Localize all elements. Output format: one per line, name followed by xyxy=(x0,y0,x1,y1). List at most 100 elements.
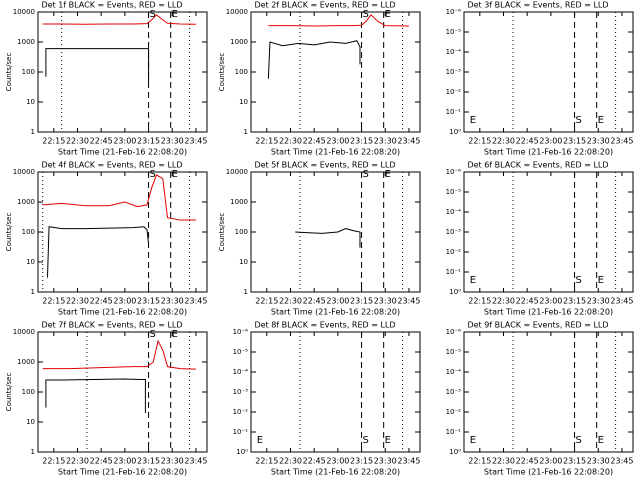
marker-label: S xyxy=(576,435,582,446)
marker-label: S xyxy=(576,115,582,126)
x-tick-label: 23:00 xyxy=(539,137,562,146)
y-tick-label: 1 xyxy=(31,448,35,456)
plot-frame xyxy=(463,331,634,453)
y-tick-label: 100 xyxy=(22,388,35,396)
y-tick-label: 10 xyxy=(239,98,248,106)
y-tick-label: 10⁻¹ xyxy=(233,428,249,436)
y-tick-label: 10⁻² xyxy=(446,408,462,416)
panel-title: Det 5f BLACK = Events, RED = LLD xyxy=(254,161,395,170)
y-tick-label: 10000 xyxy=(226,168,248,176)
y-tick-label: 1000 xyxy=(17,198,35,206)
x-tick-label: 22:30 xyxy=(279,297,302,306)
y-axis-label: Counts/sec xyxy=(5,213,13,252)
y-tick-label: 10⁻⁶ xyxy=(446,168,462,176)
marker-label: E xyxy=(385,9,391,20)
marker-label: E xyxy=(172,9,178,20)
marker-label: E xyxy=(172,169,178,180)
data-line xyxy=(42,14,196,25)
y-tick-label: 10⁻⁴ xyxy=(446,368,462,376)
x-tick-label: 23:15 xyxy=(137,297,160,306)
y-tick-label: 10⁻³ xyxy=(446,388,462,396)
x-tick-label: 22:45 xyxy=(90,137,113,146)
x-tick-label: 22:15 xyxy=(255,137,278,146)
x-tick-label: 22:15 xyxy=(42,137,65,146)
marker-label: E xyxy=(385,435,391,446)
y-tick-label: 1 xyxy=(244,288,248,296)
x-axis-label: Start Time (21-Feb-16 22:08:20) xyxy=(58,148,187,157)
plot-frame xyxy=(250,331,421,453)
y-tick-label: 10⁻¹ xyxy=(446,428,462,436)
x-tick-label: 23:30 xyxy=(161,137,184,146)
y-tick-label: 10⁻⁶ xyxy=(446,8,462,16)
marker-label: S xyxy=(150,169,156,180)
x-tick-label: 22:30 xyxy=(66,457,89,466)
y-tick-label: 10 xyxy=(26,98,35,106)
data-line xyxy=(295,228,361,248)
y-tick-label: 10⁻¹ xyxy=(446,108,462,116)
x-axis-label: Start Time (21-Feb-16 22:08:20) xyxy=(484,148,613,157)
x-tick-label: 23:45 xyxy=(397,137,420,146)
marker-label: E xyxy=(470,275,476,286)
x-tick-label: 22:15 xyxy=(42,297,65,306)
y-tick-label: 10 xyxy=(26,418,35,426)
y-tick-label: 10⁰ xyxy=(449,448,461,456)
data-line xyxy=(46,226,150,278)
y-tick-label: 10⁻⁵ xyxy=(446,188,462,196)
panel-title: Det 9f BLACK = Events, RED = LLD xyxy=(467,321,608,330)
y-tick-label: 10⁻⁴ xyxy=(446,208,462,216)
y-tick-label: 10⁻³ xyxy=(446,68,462,76)
x-tick-label: 23:00 xyxy=(113,457,136,466)
y-tick-label: 1 xyxy=(31,128,35,136)
x-tick-label: 22:15 xyxy=(468,297,491,306)
marker-label: E xyxy=(470,115,476,126)
x-tick-label: 23:00 xyxy=(539,457,562,466)
x-tick-label: 23:45 xyxy=(184,457,207,466)
marker-label: E xyxy=(385,169,391,180)
y-tick-label: 10⁻⁶ xyxy=(446,328,462,336)
x-tick-label: 23:00 xyxy=(326,457,349,466)
x-tick-label: 22:30 xyxy=(66,137,89,146)
y-tick-label: 10⁻⁶ xyxy=(233,328,249,336)
plot-frame xyxy=(250,11,421,133)
x-axis-label: Start Time (21-Feb-16 22:08:20) xyxy=(484,468,613,477)
x-tick-label: 23:15 xyxy=(563,137,586,146)
x-tick-label: 23:30 xyxy=(161,457,184,466)
marker-label: S xyxy=(363,169,369,180)
x-tick-label: 23:30 xyxy=(374,137,397,146)
x-tick-label: 22:30 xyxy=(279,137,302,146)
marker-label: S xyxy=(576,275,582,286)
x-tick-label: 22:45 xyxy=(303,457,326,466)
y-axis-label: Counts/sec xyxy=(5,373,13,412)
plot-frame xyxy=(37,11,208,133)
x-tick-label: 23:15 xyxy=(563,457,586,466)
panel-title: Det 2f BLACK = Events, RED = LLD xyxy=(254,1,395,10)
x-tick-label: 23:00 xyxy=(326,137,349,146)
y-tick-label: 10⁰ xyxy=(449,288,461,296)
x-tick-label: 23:15 xyxy=(350,297,373,306)
data-line xyxy=(42,174,196,221)
y-tick-label: 1000 xyxy=(230,38,248,46)
x-tick-label: 22:30 xyxy=(492,137,515,146)
x-tick-label: 23:45 xyxy=(610,297,633,306)
x-axis-label: Start Time (21-Feb-16 22:08:20) xyxy=(58,468,187,477)
x-tick-label: 23:15 xyxy=(137,457,160,466)
marker-label: S xyxy=(150,329,156,340)
marker-label: E xyxy=(470,435,476,446)
y-tick-label: 10000 xyxy=(226,8,248,16)
y-tick-label: 100 xyxy=(235,228,248,236)
x-tick-label: 23:30 xyxy=(161,297,184,306)
x-tick-label: 23:30 xyxy=(587,297,610,306)
marker-label: S xyxy=(150,9,156,20)
y-tick-label: 10 xyxy=(26,258,35,266)
y-tick-label: 10000 xyxy=(13,8,35,16)
y-tick-label: 10⁻⁴ xyxy=(233,368,249,376)
y-tick-label: 10⁻¹ xyxy=(446,268,462,276)
marker-label: E xyxy=(172,329,178,340)
x-tick-label: 23:15 xyxy=(137,137,160,146)
plot-frame xyxy=(37,171,208,293)
marker-label: S xyxy=(363,435,369,446)
y-tick-label: 1 xyxy=(31,288,35,296)
marker-label: E xyxy=(598,275,604,286)
x-axis-label: Start Time (21-Feb-16 22:08:20) xyxy=(484,308,613,317)
marker-label: S xyxy=(363,9,369,20)
